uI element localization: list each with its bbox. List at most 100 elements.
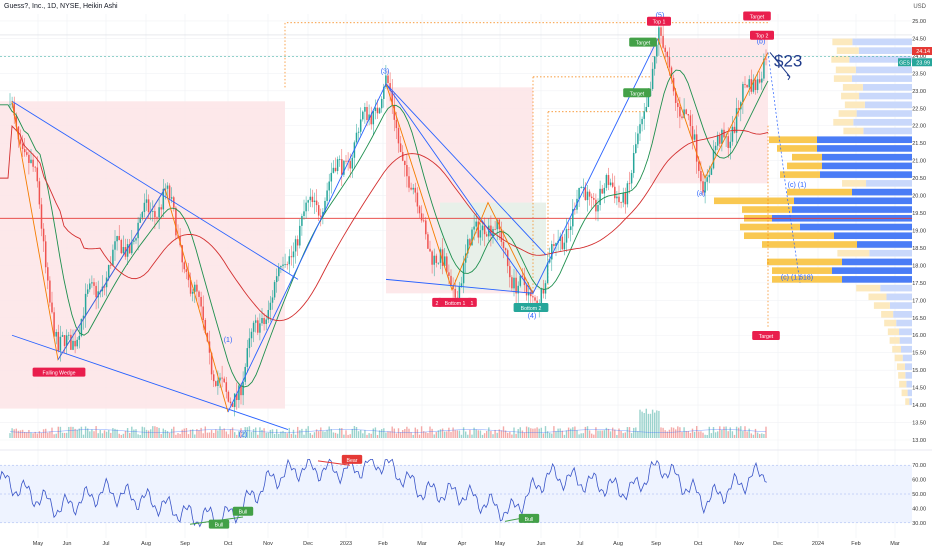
volume-bar bbox=[366, 434, 368, 438]
volume-bar bbox=[475, 429, 477, 438]
candle-body bbox=[47, 267, 49, 281]
volume-bar bbox=[719, 426, 721, 438]
candle-body bbox=[233, 393, 236, 407]
candle-body bbox=[36, 167, 39, 182]
volume-bar bbox=[236, 434, 238, 438]
candle-body bbox=[439, 249, 442, 263]
volume-bar bbox=[210, 429, 213, 438]
volume-bar bbox=[509, 431, 511, 438]
candle-body bbox=[42, 228, 45, 242]
vp-bar-volume-down bbox=[777, 145, 817, 152]
candle-body bbox=[544, 283, 547, 294]
volume-bar bbox=[423, 431, 425, 438]
volume-bar bbox=[502, 426, 505, 438]
vp-bar-volume-up bbox=[863, 127, 912, 135]
vp-bar-volume-down bbox=[742, 206, 792, 213]
volume-bar bbox=[708, 426, 710, 438]
time-tick-label: Dec bbox=[773, 541, 783, 547]
vp-bar-volume-up bbox=[852, 38, 912, 46]
volume-bar bbox=[712, 427, 715, 438]
volume-bar bbox=[133, 429, 135, 438]
candle-body bbox=[662, 35, 664, 48]
candle-body bbox=[464, 253, 467, 263]
candle-body bbox=[477, 221, 480, 238]
candle-body bbox=[622, 193, 624, 203]
candle-body bbox=[246, 348, 249, 367]
volume-bar bbox=[89, 431, 91, 438]
bottom-tag-suffix-bg bbox=[467, 297, 477, 307]
volume-bar bbox=[124, 430, 127, 438]
volume-bar bbox=[492, 434, 494, 438]
vp-bar-volume-down bbox=[892, 345, 901, 353]
volume-bar bbox=[399, 432, 402, 438]
volume-bar bbox=[53, 434, 55, 438]
candle-body bbox=[288, 256, 291, 265]
candle-body bbox=[656, 44, 658, 57]
volume-bar bbox=[21, 429, 24, 438]
volume-bar bbox=[271, 429, 274, 438]
price-tick-label: 19.50 bbox=[912, 211, 926, 217]
volume-bar bbox=[219, 426, 221, 438]
volume-bar bbox=[322, 431, 324, 438]
volume-bar bbox=[570, 428, 572, 438]
candle-body bbox=[546, 262, 549, 284]
wave-label: (4) bbox=[528, 313, 537, 320]
volume-bar bbox=[500, 430, 503, 438]
candle-body bbox=[324, 200, 326, 212]
volume-bar bbox=[223, 428, 225, 438]
vp-bar-volume-down bbox=[901, 389, 908, 397]
volume-bar bbox=[129, 432, 131, 438]
candle-body bbox=[519, 275, 522, 286]
candle-body bbox=[765, 58, 767, 60]
volume-bar bbox=[349, 434, 351, 438]
volume-bar bbox=[693, 431, 696, 438]
volume-bar bbox=[238, 431, 240, 438]
volume-bar bbox=[574, 426, 576, 438]
candle-body bbox=[359, 119, 362, 132]
volume-bar bbox=[11, 428, 13, 438]
vp-bar-volume-up bbox=[822, 153, 912, 161]
time-tick-label: Jun bbox=[537, 541, 546, 547]
volume-bar bbox=[439, 429, 442, 438]
candle-body bbox=[194, 284, 196, 292]
candle-body bbox=[362, 111, 364, 120]
vp-bar-volume-up bbox=[822, 162, 912, 170]
volume-bar bbox=[225, 431, 227, 438]
volume-bar bbox=[311, 434, 314, 438]
volume-bar bbox=[315, 429, 318, 438]
volume-bar bbox=[280, 431, 282, 438]
volume-bar bbox=[336, 433, 339, 438]
candle-body bbox=[30, 159, 32, 163]
vp-bar-volume-up bbox=[849, 56, 912, 63]
volume-bar bbox=[234, 432, 236, 438]
candle-body bbox=[196, 284, 198, 292]
candle-body bbox=[191, 291, 194, 294]
candle-body bbox=[97, 291, 99, 298]
volume-bar bbox=[685, 431, 687, 438]
candle-body bbox=[118, 236, 120, 240]
volume-bar bbox=[698, 431, 700, 438]
candle-body bbox=[683, 109, 685, 119]
candle-body bbox=[328, 181, 330, 191]
candle-body bbox=[714, 145, 717, 151]
candle-body bbox=[729, 141, 732, 148]
candle-body bbox=[86, 289, 89, 294]
volume-bar bbox=[324, 431, 326, 438]
vp-bar-volume-down bbox=[833, 75, 852, 82]
candle-body bbox=[51, 302, 53, 313]
candle-body bbox=[626, 183, 629, 205]
candle-body bbox=[435, 255, 438, 263]
volume-bar bbox=[765, 426, 767, 438]
volume-bar bbox=[40, 432, 43, 438]
candle-body bbox=[330, 172, 333, 182]
candle-body bbox=[517, 285, 519, 294]
volume-bar bbox=[532, 428, 534, 438]
current-price-badge bbox=[912, 47, 932, 56]
price-tick-label: 18.50 bbox=[912, 246, 926, 252]
vp-bar-volume-down bbox=[740, 223, 800, 231]
ticker-badge-label: GES bbox=[899, 60, 910, 66]
volume-bar bbox=[643, 412, 645, 438]
time-tick-label: Oct bbox=[694, 541, 703, 547]
candle-body bbox=[78, 335, 81, 340]
